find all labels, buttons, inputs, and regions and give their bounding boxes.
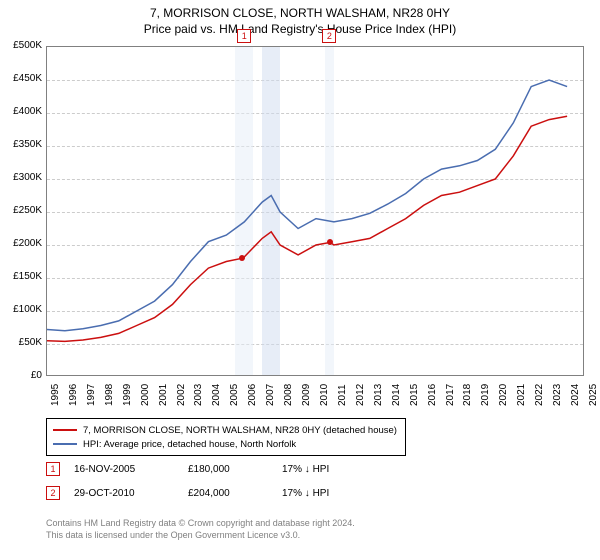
- x-axis-label: 2020: [498, 384, 509, 406]
- transaction-date: 29-OCT-2010: [74, 488, 174, 499]
- series-line: [47, 80, 567, 331]
- x-axis-label: 2006: [247, 384, 258, 406]
- x-axis-label: 2025: [588, 384, 599, 406]
- x-axis-label: 2007: [265, 384, 276, 406]
- title-line-2: Price paid vs. HM Land Registry's House …: [0, 22, 600, 38]
- x-axis-label: 2017: [445, 384, 456, 406]
- x-axis-label: 2013: [373, 384, 384, 406]
- x-axis-label: 2022: [534, 384, 545, 406]
- x-axis-label: 2024: [570, 384, 581, 406]
- band-label: 2: [322, 29, 336, 43]
- x-axis-label: 2004: [211, 384, 222, 406]
- footnote-line-2: This data is licensed under the Open Gov…: [46, 530, 355, 542]
- transaction-marker: [239, 255, 245, 261]
- transaction-price: £180,000: [188, 464, 268, 475]
- transaction-marker: [327, 239, 333, 245]
- y-axis-label: £100K: [2, 304, 42, 315]
- legend-swatch: [53, 443, 77, 445]
- y-axis-label: £500K: [2, 40, 42, 51]
- transaction-number-box: 1: [46, 462, 60, 476]
- footnote: Contains HM Land Registry data © Crown c…: [46, 518, 355, 541]
- x-axis-label: 1995: [50, 384, 61, 406]
- y-axis-label: £450K: [2, 73, 42, 84]
- x-axis-label: 2002: [176, 384, 187, 406]
- band-label: 1: [237, 29, 251, 43]
- x-axis-label: 2009: [301, 384, 312, 406]
- x-axis-label: 1996: [68, 384, 79, 406]
- x-axis-label: 2015: [409, 384, 420, 406]
- transaction-row: 2 29-OCT-2010 £204,000 17% ↓ HPI: [46, 486, 329, 500]
- y-axis-label: £0: [2, 370, 42, 381]
- x-axis-label: 2010: [319, 384, 330, 406]
- x-axis-label: 2021: [516, 384, 527, 406]
- y-axis-label: £400K: [2, 106, 42, 117]
- chart-plot-area: 12: [46, 46, 584, 376]
- transaction-row: 1 16-NOV-2005 £180,000 17% ↓ HPI: [46, 462, 329, 476]
- transaction-date: 16-NOV-2005: [74, 464, 174, 475]
- x-axis-label: 2012: [355, 384, 366, 406]
- legend-item: HPI: Average price, detached house, Nort…: [53, 437, 399, 451]
- x-axis-label: 2014: [391, 384, 402, 406]
- y-axis-label: £200K: [2, 238, 42, 249]
- y-axis-label: £300K: [2, 172, 42, 183]
- chart-title: 7, MORRISON CLOSE, NORTH WALSHAM, NR28 0…: [0, 6, 600, 37]
- transaction-price: £204,000: [188, 488, 268, 499]
- legend-item: 7, MORRISON CLOSE, NORTH WALSHAM, NR28 0…: [53, 423, 399, 437]
- x-axis-label: 1998: [104, 384, 115, 406]
- x-axis-label: 2001: [158, 384, 169, 406]
- legend-label: HPI: Average price, detached house, Nort…: [83, 439, 296, 450]
- transaction-vs-hpi: 17% ↓ HPI: [282, 464, 329, 475]
- x-axis-label: 1999: [122, 384, 133, 406]
- legend-swatch: [53, 429, 77, 431]
- series-line: [47, 116, 567, 341]
- y-axis-label: £50K: [2, 337, 42, 348]
- x-axis-label: 1997: [86, 384, 97, 406]
- x-axis-label: 2011: [337, 384, 348, 406]
- legend-label: 7, MORRISON CLOSE, NORTH WALSHAM, NR28 0…: [83, 425, 397, 436]
- footnote-line-1: Contains HM Land Registry data © Crown c…: [46, 518, 355, 530]
- x-axis-label: 2005: [229, 384, 240, 406]
- x-axis-label: 2000: [140, 384, 151, 406]
- title-line-1: 7, MORRISON CLOSE, NORTH WALSHAM, NR28 0…: [0, 6, 600, 22]
- x-axis-label: 2018: [462, 384, 473, 406]
- y-axis-label: £350K: [2, 139, 42, 150]
- x-axis-label: 2019: [480, 384, 491, 406]
- x-axis-label: 2016: [427, 384, 438, 406]
- legend: 7, MORRISON CLOSE, NORTH WALSHAM, NR28 0…: [46, 418, 406, 456]
- x-axis-label: 2023: [552, 384, 563, 406]
- x-axis-label: 2008: [283, 384, 294, 406]
- transaction-number-box: 2: [46, 486, 60, 500]
- y-axis-label: £250K: [2, 205, 42, 216]
- y-axis-label: £150K: [2, 271, 42, 282]
- series-svg: [47, 47, 585, 377]
- transaction-vs-hpi: 17% ↓ HPI: [282, 488, 329, 499]
- x-axis-label: 2003: [193, 384, 204, 406]
